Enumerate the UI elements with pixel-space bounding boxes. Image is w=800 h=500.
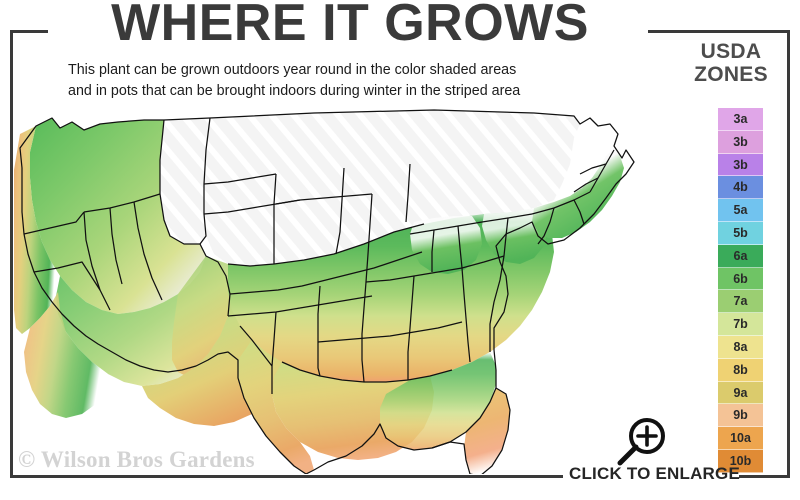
map-northeast-region xyxy=(532,148,624,238)
legend-title-line-2: ZONES xyxy=(694,63,768,86)
zone-swatch-9b: 9b xyxy=(718,404,763,428)
zone-swatch-10a: 10a xyxy=(718,427,763,450)
zone-swatch-9a: 9a xyxy=(718,381,763,405)
zone-swatch-5a: 5a xyxy=(718,199,763,222)
zone-swatch-3b-1: 3b xyxy=(718,130,763,154)
zone-swatch-5b: 5b xyxy=(718,221,763,245)
frame-left-edge xyxy=(10,30,13,478)
map-state-borders xyxy=(19,109,635,474)
map-florida-region xyxy=(464,388,510,474)
zone-swatch-3a: 3a xyxy=(718,108,763,131)
map-texas-region xyxy=(238,340,314,474)
map-southeast-region xyxy=(380,352,496,450)
map-west-region xyxy=(14,118,276,418)
subtitle-text: This plant can be grown outdoors year ro… xyxy=(68,60,628,102)
page-title: WHERE IT GROWS xyxy=(111,0,589,52)
zone-map xyxy=(14,104,674,474)
frame-top-left-segment xyxy=(10,30,48,33)
usda-zone-legend: 3a 3b 3b 4b 5a 5b 6a 6b 7a 7b 8a 8b 9a 9b 10a 10b xyxy=(718,108,763,473)
zone-swatch-7b: 7b xyxy=(718,313,763,336)
zone-map-svg xyxy=(14,104,674,474)
zone-swatch-6a: 6a xyxy=(718,244,763,268)
frame-right-edge xyxy=(787,30,790,478)
subtitle-line-1: This plant can be grown outdoors year ro… xyxy=(68,62,517,78)
zone-swatch-6b: 6b xyxy=(718,267,763,291)
zone-swatch-10b: 10b xyxy=(718,449,763,473)
zone-swatch-8b: 8b xyxy=(718,358,763,382)
map-striped-region xyxy=(160,110,580,266)
click-to-enlarge-label[interactable]: CLICK TO ENLARGE xyxy=(569,464,741,483)
frame-bottom-left-segment xyxy=(10,475,563,478)
magnifier-plus-icon[interactable] xyxy=(614,415,670,469)
zone-swatch-8a: 8a xyxy=(718,335,763,359)
zone-swatch-4b: 4b xyxy=(718,176,763,200)
frame-bottom-right-segment xyxy=(739,475,790,478)
frame-top-right-segment xyxy=(648,30,790,33)
zone-swatch-3b-2: 3b xyxy=(718,153,763,177)
zone-swatch-7a: 7a xyxy=(718,290,763,314)
subtitle-line-2: and in pots that can be brought indoors … xyxy=(68,83,521,99)
legend-title: USDA ZONES xyxy=(672,40,790,86)
copyright-watermark: © Wilson Bros Gardens xyxy=(18,447,255,472)
legend-title-line-1: USDA xyxy=(700,40,762,63)
